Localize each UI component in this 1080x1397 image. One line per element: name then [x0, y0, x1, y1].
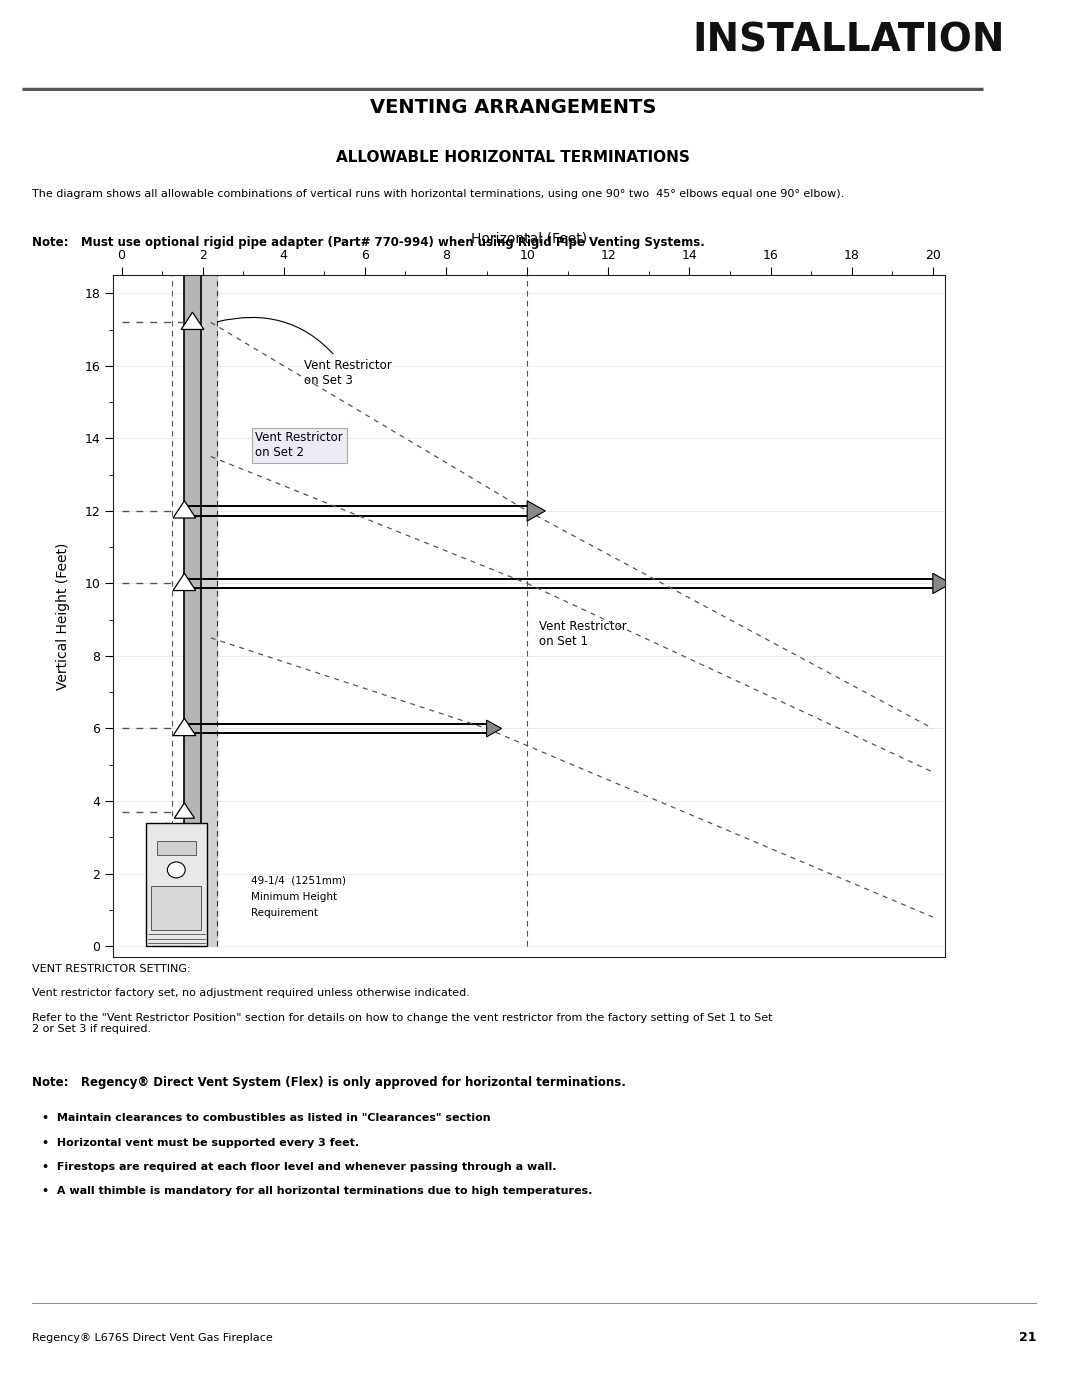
Polygon shape — [487, 719, 501, 736]
Polygon shape — [933, 573, 951, 594]
Text: Regency® L676S Direct Vent Gas Fireplace: Regency® L676S Direct Vent Gas Fireplace — [32, 1333, 273, 1343]
Text: •  Horizontal vent must be supported every 3 feet.: • Horizontal vent must be supported ever… — [42, 1137, 359, 1147]
Text: INSTALLATION: INSTALLATION — [1022, 341, 1036, 441]
Text: VENT RESTRICTOR SETTING:: VENT RESTRICTOR SETTING: — [32, 964, 191, 974]
Polygon shape — [174, 803, 194, 819]
Text: •  A wall thimble is mandatory for all horizontal terminations due to high tempe: • A wall thimble is mandatory for all ho… — [42, 1186, 592, 1196]
Polygon shape — [173, 573, 195, 591]
Text: Note:   Regency® Direct Vent System (Flex) is only approved for horizontal termi: Note: Regency® Direct Vent System (Flex)… — [32, 1076, 626, 1090]
Circle shape — [167, 862, 185, 877]
Text: Vent Restrictor
on Set 1: Vent Restrictor on Set 1 — [539, 620, 627, 648]
Text: Refer to the "Vent Restrictor Position" section for details on how to change the: Refer to the "Vent Restrictor Position" … — [32, 1013, 773, 1034]
Polygon shape — [173, 500, 195, 518]
Polygon shape — [181, 312, 204, 330]
Text: ALLOWABLE HORIZONTAL TERMINATIONS: ALLOWABLE HORIZONTAL TERMINATIONS — [336, 151, 690, 165]
Polygon shape — [527, 500, 545, 521]
Text: Minimum Height: Minimum Height — [252, 893, 337, 902]
Y-axis label: Vertical Height (Feet): Vertical Height (Feet) — [56, 542, 70, 690]
Text: Vent restrictor factory set, no adjustment required unless otherwise indicated.: Vent restrictor factory set, no adjustme… — [32, 989, 470, 999]
Text: Vent Restrictor
on Set 3: Vent Restrictor on Set 3 — [217, 317, 392, 387]
Bar — [146, 823, 206, 946]
Text: 21: 21 — [1020, 1331, 1037, 1344]
Text: 49-1/4  (1251mm): 49-1/4 (1251mm) — [252, 876, 347, 886]
Text: •  Firestops are required at each floor level and whenever passing through a wal: • Firestops are required at each floor l… — [42, 1162, 556, 1172]
Bar — [158, 841, 195, 855]
Bar — [151, 886, 202, 930]
Polygon shape — [173, 718, 195, 736]
Text: Requirement: Requirement — [252, 908, 319, 918]
Text: VENTING ARRANGEMENTS: VENTING ARRANGEMENTS — [369, 98, 657, 117]
Text: Vent Restrictor
on Set 2: Vent Restrictor on Set 2 — [255, 432, 343, 460]
Text: INSTALLATION: INSTALLATION — [692, 22, 1004, 60]
Text: The diagram shows all allowable combinations of vertical runs with horizontal te: The diagram shows all allowable combinat… — [32, 189, 845, 198]
X-axis label: Horizontal (Feet): Horizontal (Feet) — [471, 231, 588, 244]
Text: Note:   Must use optional rigid pipe adapter (Part# 770-994) when using Rigid Pi: Note: Must use optional rigid pipe adapt… — [32, 236, 705, 249]
Text: •  Maintain clearances to combustibles as listed in "Clearances" section: • Maintain clearances to combustibles as… — [42, 1113, 490, 1123]
